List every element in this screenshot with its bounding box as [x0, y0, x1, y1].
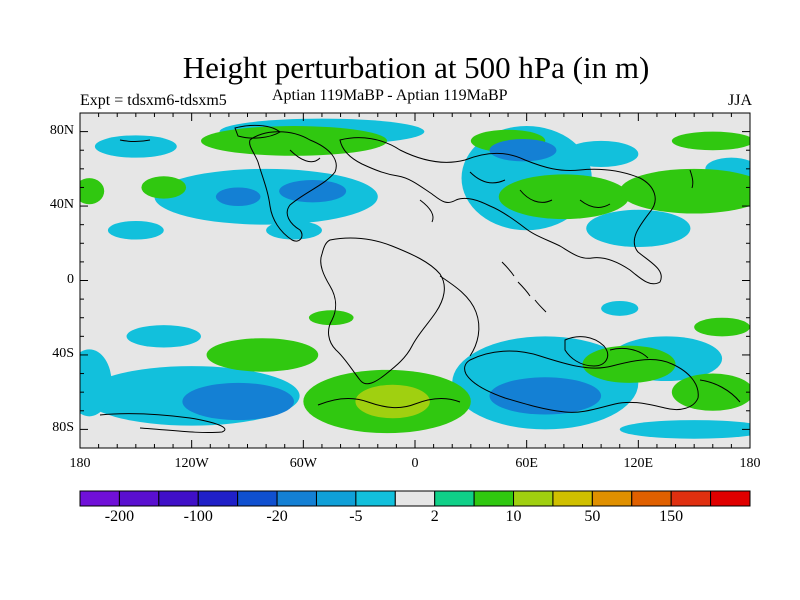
lat-tick-label: 40N: [49, 197, 74, 213]
colorbar-swatch: [158, 490, 199, 507]
positive-anomaly-region: [498, 174, 630, 220]
colorbar-level-label: 10: [505, 508, 522, 525]
positive-anomaly-region: [582, 345, 676, 383]
positive-anomaly-region: [619, 168, 750, 214]
lat-tick-label: 80S: [52, 420, 74, 436]
strong-negative-anomaly-region: [489, 139, 557, 162]
negative-anomaly-region: [266, 220, 322, 240]
paleo-coastlines: [99, 124, 741, 434]
lon-tick-label: 180: [69, 456, 91, 471]
colorbar-swatch: [394, 490, 436, 507]
lon-tick-label: 60E: [515, 456, 538, 471]
lon-tick-label: 0: [411, 456, 419, 471]
colorbar-level-label: -20: [266, 508, 288, 525]
colorbar-swatch: [473, 490, 515, 507]
colorbar-swatch: [237, 490, 278, 507]
colorbar-level-label: -100: [183, 508, 213, 525]
negative-anomaly-region: [107, 220, 164, 240]
strong-negative-anomaly-region: [182, 382, 295, 421]
contour-fields: [80, 118, 750, 439]
lon-tick-label: 120W: [174, 456, 209, 471]
negative-anomaly-region: [94, 135, 177, 158]
colorbar-swatch: [434, 490, 475, 507]
negative-anomaly-region: [80, 349, 112, 417]
positive-anomaly-region: [206, 338, 319, 372]
positive-anomaly-region: [141, 176, 187, 199]
colorbar-level-label: 50: [584, 508, 601, 525]
negative-anomaly-region: [154, 168, 378, 225]
lat-tick-label: 80N: [49, 122, 74, 138]
positive-anomaly-region: [671, 131, 750, 151]
colorbar-swatch: [276, 490, 317, 507]
colorbar-swatch: [79, 490, 120, 507]
colorbar-swatch: [591, 490, 633, 507]
positive-anomaly-region: [308, 310, 354, 326]
colorbar-swatch: [197, 490, 239, 507]
axis-ticks: [79, 113, 751, 448]
negative-anomaly-region: [563, 140, 639, 167]
colorbar: [79, 490, 751, 507]
negative-anomaly-region: [601, 300, 639, 316]
period-subtitle: Aptian 119MaBP - Aptian 119MaBP: [272, 87, 508, 104]
colorbar-level-label: 150: [659, 508, 684, 525]
positive-anomaly-region: [200, 126, 388, 156]
season-label: JJA: [727, 92, 752, 109]
strong-negative-anomaly-region: [489, 377, 602, 415]
colorbar-level-label: 2: [430, 508, 439, 525]
colorbar-level-label: -5: [349, 508, 363, 525]
lat-tick-label: 0: [67, 271, 74, 287]
colorbar-swatch: [355, 490, 396, 507]
colorbar-level-label: -200: [104, 508, 135, 525]
strong-negative-anomaly-region: [215, 187, 261, 207]
positive-anomaly-region: [80, 178, 105, 205]
lon-tick-label: 120E: [623, 456, 654, 471]
plot-title: Height perturbation at 500 hPa (in m): [182, 50, 650, 85]
negative-anomaly-region: [619, 420, 750, 439]
colorbar-swatch: [552, 490, 593, 507]
positive-anomaly-region: [694, 317, 750, 337]
lat-tick-label: 40S: [52, 345, 74, 361]
colorbar-swatch: [315, 490, 357, 507]
colorbar-swatch: [118, 490, 160, 507]
colorbar-swatch: [710, 490, 751, 507]
colorbar-swatch: [631, 490, 672, 507]
strong-positive-anomaly-region: [355, 384, 430, 419]
colorbar-swatch: [513, 490, 554, 507]
negative-anomaly-region: [126, 325, 201, 348]
lon-tick-label: 60W: [289, 456, 317, 471]
strong-negative-anomaly-region: [279, 180, 347, 203]
positive-anomaly-region: [671, 373, 750, 411]
lon-tick-label: 180: [739, 456, 761, 471]
colorbar-swatch: [670, 490, 712, 507]
experiment-label: Expt = tdsxm6-tdsxm5: [80, 92, 227, 109]
